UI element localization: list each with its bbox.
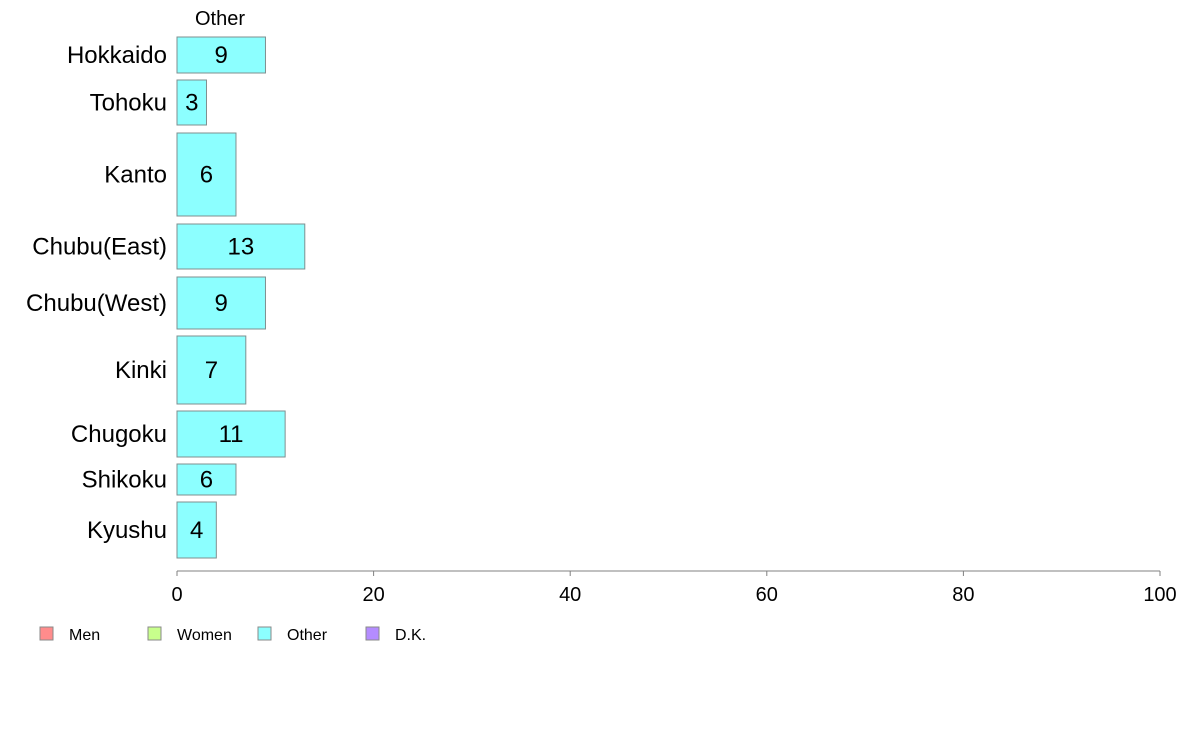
legend-swatch xyxy=(39,626,54,641)
data-label: 6 xyxy=(200,162,213,189)
data-label: 9 xyxy=(215,290,228,317)
bar xyxy=(176,132,237,217)
column-header: Other xyxy=(195,8,245,30)
data-label: 6 xyxy=(200,467,213,494)
x-tick-label: 20 xyxy=(362,584,384,606)
bar xyxy=(176,223,306,270)
category-label: Kyushu xyxy=(87,517,167,544)
data-label: 13 xyxy=(228,234,255,261)
bar xyxy=(176,335,247,405)
data-label: 3 xyxy=(185,90,198,117)
category-label: Shikoku xyxy=(82,467,167,494)
category-label: Hokkaido xyxy=(67,42,167,69)
category-label: Chubu(East) xyxy=(32,234,167,261)
legend-swatch xyxy=(365,626,380,641)
legend-label: Other xyxy=(287,627,328,644)
x-axis: 0 20 40 60 80 100 xyxy=(171,570,1177,606)
legend-swatch xyxy=(257,626,272,641)
data-label: 11 xyxy=(219,421,244,448)
x-tick-label: 100 xyxy=(1143,584,1176,606)
category-label: Chugoku xyxy=(71,421,167,448)
x-tick-label: 60 xyxy=(756,584,778,606)
bar xyxy=(176,463,237,496)
data-label: 9 xyxy=(215,42,228,69)
x-tick-label: 0 xyxy=(171,584,182,606)
legend-swatch xyxy=(147,626,162,641)
bar xyxy=(176,410,286,458)
data-label: 4 xyxy=(190,517,203,544)
category-label: Chubu(West) xyxy=(26,290,167,317)
bar xyxy=(176,79,207,126)
x-tick-label: 80 xyxy=(952,584,974,606)
bar xyxy=(176,276,266,330)
x-tick-label: 40 xyxy=(559,584,581,606)
bars-group: Hokkaido 9 Tohoku 3 Kanto 6 Chubu(East) 13 Chubu… xyxy=(26,36,306,559)
legend-label: D.K. xyxy=(395,627,426,644)
legend: Men Women Other D.K. xyxy=(39,626,426,644)
category-label: Kinki xyxy=(115,357,167,384)
data-label: 7 xyxy=(205,357,218,384)
category-label: Tohoku xyxy=(90,90,167,117)
bar xyxy=(176,501,217,559)
bar xyxy=(176,36,266,74)
category-label: Kanto xyxy=(104,162,167,189)
legend-label: Men xyxy=(69,627,100,644)
legend-label: Women xyxy=(177,627,232,644)
